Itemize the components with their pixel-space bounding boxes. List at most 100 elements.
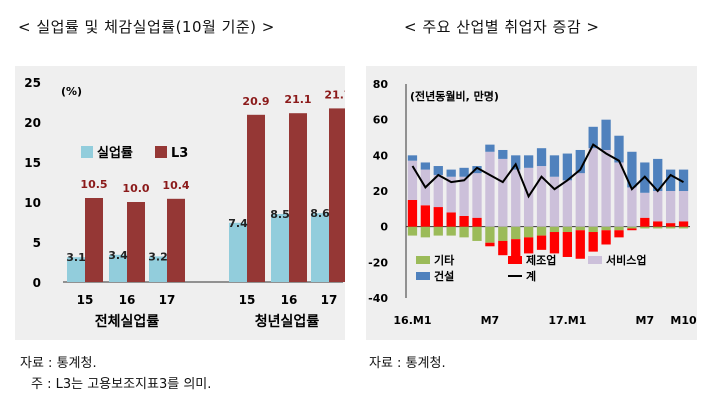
bar-segment-other [511, 226, 521, 240]
left-note: 주 : L3는 고용보조지표3를 의미. [31, 377, 212, 392]
x-tick-label: M10 [670, 314, 697, 327]
bar-segment-manufacturing [614, 230, 624, 238]
bar-segment-construction [627, 151, 637, 188]
bar-segment-manufacturing [472, 217, 482, 227]
bar-segment-services [511, 169, 521, 227]
bar-l3 [127, 202, 145, 282]
bar-unemployment-rate [229, 222, 247, 282]
total-line [411, 143, 684, 199]
bar-segment-manufacturing [549, 232, 560, 254]
bar-segment-construction [498, 149, 508, 159]
bar-segment-construction [665, 169, 676, 191]
bar-segment-other [614, 226, 624, 231]
data-label-unemployment-rate: 3.2 [148, 250, 168, 263]
legend-other-label: 기타 [434, 253, 455, 267]
bar-unemployment-rate [149, 256, 167, 282]
bar-segment-other [640, 226, 650, 229]
legend-construction-label: 건설 [434, 269, 454, 283]
x-tick-label: 15 [77, 293, 94, 307]
bar-segment-manufacturing [575, 230, 585, 259]
bar-segment-services [640, 192, 650, 218]
legend-total-label: 계 [526, 269, 536, 283]
data-label-l3: 21.7 [324, 88, 345, 101]
bar-segment-construction [523, 155, 534, 168]
x-tick-label: 16 [119, 293, 136, 307]
bar-segment-other [536, 226, 547, 236]
data-label-l3: 10.4 [162, 179, 189, 192]
unemployment-chart-panel: 0 5 10 15 20 25 (%) 3.1 10.5 3.4 10.0 3.2 10.4 7.4 20.… [15, 66, 352, 340]
bar-segment-services [627, 187, 637, 227]
bar-unemployment-rate [109, 254, 127, 282]
bar-segment-other [665, 226, 676, 229]
unit-label: (전년동월비, 만명) [410, 89, 499, 103]
bar-segment-other [627, 226, 637, 229]
bar-segment-other [485, 226, 495, 243]
bar-segment-manufacturing [536, 235, 547, 250]
bar-segment-services [614, 162, 624, 227]
x-tick-label: 17.M1 [548, 314, 586, 327]
data-label-unemployment-rate: 3.1 [66, 251, 86, 264]
right-chart-title: < 주요 산업별 취업자 증감 > [404, 18, 600, 36]
bar-segment-other [575, 226, 585, 231]
bar-segment-services [575, 173, 585, 227]
y-tick-label: 5 [33, 236, 41, 250]
x-tick-label: 15 [239, 293, 256, 307]
bar-segment-services [459, 176, 469, 216]
bar-segment-manufacturing [678, 221, 689, 227]
bar-segment-other [549, 226, 560, 233]
bar-segment-other [446, 226, 456, 236]
bar-unemployment-rate [311, 213, 329, 282]
y-tick-label: 80 [373, 78, 389, 91]
bar-segment-construction [459, 167, 469, 177]
data-label-unemployment-rate: 8.5 [270, 208, 290, 221]
bar-segment-other [407, 226, 418, 236]
y-tick-label: 15 [24, 156, 41, 170]
bar-segment-manufacturing [665, 223, 676, 227]
legend-services-label: 서비스업 [606, 253, 646, 267]
bar-segment-services [653, 191, 663, 222]
bar-segment-other [653, 226, 663, 229]
bar-segment-other [433, 226, 443, 236]
unit-label: (%) [61, 85, 82, 98]
bar-segment-manufacturing [511, 239, 521, 257]
group-label: 전체실업률 [95, 313, 160, 330]
data-label-l3: 20.9 [242, 95, 269, 108]
bar-segment-services [549, 176, 560, 227]
x-tick-label: 17 [159, 293, 176, 307]
data-label-l3: 21.1 [284, 93, 311, 106]
bar-segment-manufacturing [433, 207, 443, 227]
bar-l3 [329, 108, 347, 283]
bar-unemployment-rate [67, 257, 85, 282]
bar-segment-services [446, 176, 456, 213]
bar-segment-other [601, 226, 611, 231]
bar-segment-construction [653, 158, 663, 191]
data-label-unemployment-rate: 8.6 [310, 207, 330, 220]
y-tick-label: 10 [24, 196, 41, 210]
legend-swatch-l3 [155, 146, 167, 158]
bar-segment-services [665, 191, 676, 224]
legend-label-unemployment-rate: 실업률 [97, 145, 133, 161]
bar-segment-construction [446, 169, 456, 177]
y-tick-label: 0 [380, 221, 388, 234]
bar-segment-manufacturing [523, 237, 534, 254]
bar-segment-manufacturing [407, 199, 418, 227]
legend-services-swatch [588, 256, 602, 264]
bar-segment-manufacturing [601, 230, 611, 245]
bar-segment-services [433, 174, 443, 208]
bar-segment-other [459, 226, 469, 238]
x-tick-label: 17 [321, 293, 338, 307]
bar-segment-construction [511, 155, 521, 170]
left-chart-title: < 실업률 및 체감실업률(10월 기준) > [18, 18, 275, 36]
bar-segment-construction [485, 144, 495, 152]
bar-segment-construction [614, 135, 624, 163]
bar-segment-manufacturing [588, 232, 598, 252]
bar-segment-services [678, 191, 689, 222]
bar-segment-construction [407, 155, 418, 161]
bar-unemployment-rate [271, 214, 289, 282]
legend-swatch-unemployment-rate [81, 146, 93, 158]
bar-segment-construction [536, 148, 547, 167]
x-tick-label: 16 [281, 293, 298, 307]
bar-l3 [289, 113, 307, 282]
x-tick-label: M7 [481, 314, 500, 327]
legend-construction-swatch [416, 272, 430, 280]
